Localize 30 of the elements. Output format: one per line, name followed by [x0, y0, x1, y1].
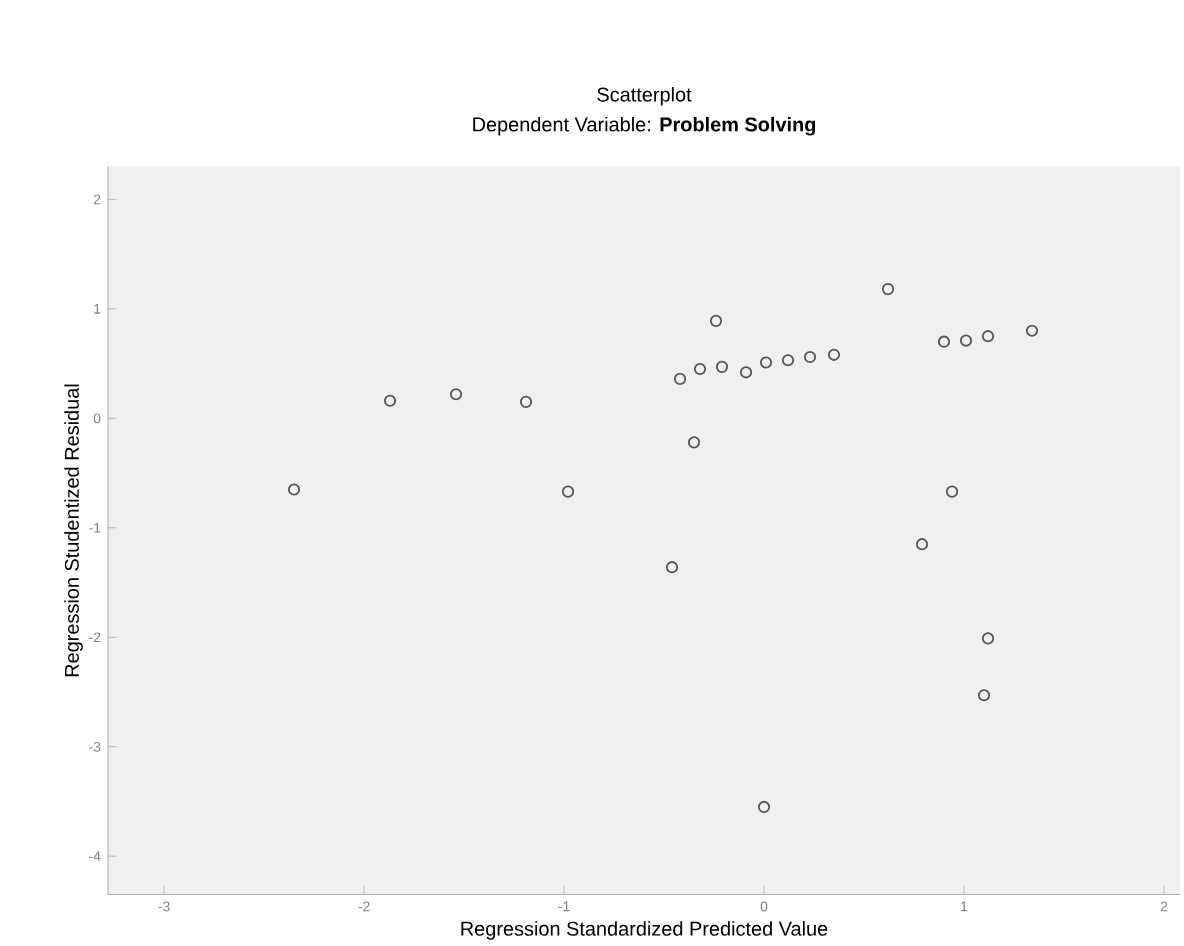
point [693, 362, 707, 376]
point [827, 348, 841, 361]
point [945, 485, 959, 498]
chart-subtitle: Dependent Variable: Problem Solving [473, 116, 816, 136]
point [881, 283, 895, 296]
point [561, 485, 575, 498]
point [977, 689, 991, 702]
point [1025, 324, 1039, 337]
point [449, 388, 463, 401]
point [981, 330, 995, 343]
point [803, 350, 817, 364]
x-axis-title: Regression Standardized Predicted Value [461, 921, 828, 940]
y-axis-title: Regression Studentized Residual [64, 384, 83, 677]
point [915, 538, 929, 551]
point [959, 334, 973, 347]
point [519, 395, 533, 408]
point [287, 483, 301, 496]
point [665, 561, 679, 574]
point [981, 632, 995, 645]
point [709, 314, 723, 327]
point [715, 360, 729, 373]
point [937, 335, 951, 348]
point [383, 394, 397, 407]
point [739, 366, 753, 379]
point [757, 800, 771, 814]
point [673, 372, 687, 385]
point [781, 354, 795, 367]
point [687, 436, 701, 449]
chart-title: Scatterplot [597, 87, 692, 106]
point [759, 356, 773, 369]
